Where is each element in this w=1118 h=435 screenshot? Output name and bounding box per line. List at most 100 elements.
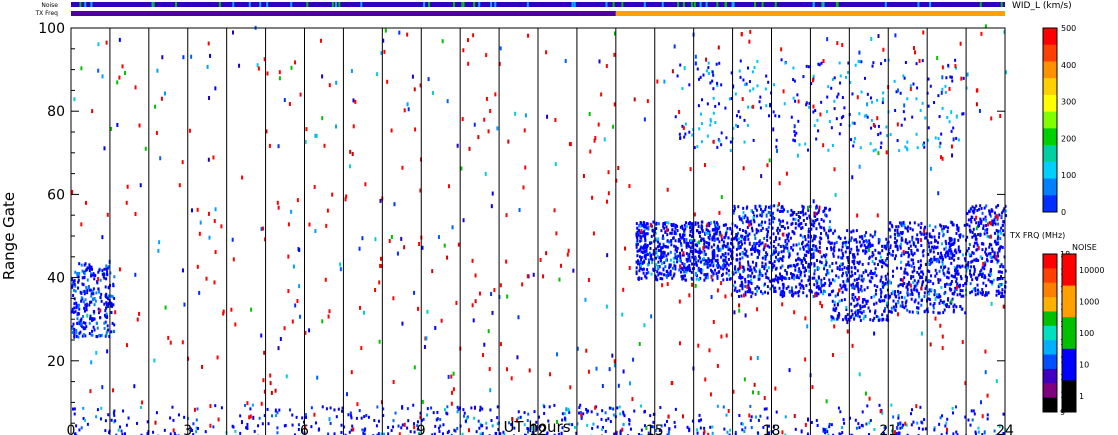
ground-scatter-cell [711,425,714,429]
ionospheric-cell [777,257,780,261]
scatter-point [277,205,280,210]
ionospheric-cell [755,264,758,268]
scatter-point [720,281,723,286]
ionospheric-cell [658,271,661,275]
noise-bar-tick [174,2,177,7]
ionospheric-cell [865,231,868,235]
ionospheric-cell [808,101,811,105]
ionospheric-cell [741,285,744,289]
ionospheric-cell [1001,294,1004,298]
ionospheric-cell [946,275,949,279]
scatter-point [80,222,83,227]
ionospheric-cell [71,278,74,282]
ionospheric-cell [93,297,96,301]
ground-scatter-cell [832,433,835,435]
ionospheric-cell [893,240,896,244]
ionospheric-cell [91,329,94,333]
ground-scatter-cell [578,406,581,410]
noise-bar-tick [699,2,702,7]
ionospheric-cell [642,267,645,271]
scatter-point [515,418,518,423]
ionospheric-cell [691,231,694,235]
y-tick-label: 80 [47,104,65,120]
ionospheric-cell [937,278,940,282]
ground-scatter-cell [462,408,465,412]
ionospheric-cell [106,324,109,328]
ionospheric-cell [797,223,800,227]
ionospheric-cell [810,234,813,238]
scatter-point [978,108,981,113]
scatter-point [894,33,897,38]
ionospheric-cell [804,266,807,270]
scatter-point [138,123,141,128]
ionospheric-cell [915,283,918,287]
noise-bar-tick [716,2,719,7]
ionospheric-cell [761,292,764,296]
scatter-point [621,427,624,432]
ionospheric-cell [642,247,645,251]
noise-bar-tick [929,2,932,7]
scatter-point [923,228,926,233]
scatter-point [984,349,987,354]
scatter-point [298,284,301,289]
ionospheric-cell [889,244,892,248]
scatter-point [349,164,352,169]
ionospheric-cell [851,273,854,277]
ionospheric-cell [896,228,899,232]
ionospheric-cell [823,228,826,232]
ground-scatter-cell [709,425,712,429]
ionospheric-cell [840,116,843,120]
ionospheric-cell [928,245,931,249]
ionospheric-cell [807,278,810,282]
ionospheric-cell [794,133,797,137]
ionospheric-cell [829,293,832,297]
scatter-point [785,171,788,176]
ionospheric-cell [699,112,702,116]
ionospheric-cell [669,269,672,273]
ionospheric-cell [655,239,658,243]
ionospheric-cell [927,297,930,301]
scatter-point [250,307,253,312]
ground-scatter-cell [766,416,769,420]
ionospheric-cell [666,239,669,243]
ionospheric-cell [696,229,699,233]
ionospheric-cell [953,266,956,270]
ionospheric-cell [688,255,691,259]
scatter-point [423,344,426,349]
scatter-point [757,390,760,395]
ionospheric-cell [856,269,859,273]
ionospheric-cell [906,288,909,292]
ionospheric-cell [696,241,699,245]
ionospheric-cell [650,241,653,245]
ionospheric-cell [975,259,978,263]
ground-scatter-cell [456,405,459,409]
ionospheric-cell [701,229,704,233]
noise-bar-tick [79,2,82,7]
ionospheric-cell [796,252,799,256]
ionospheric-cell [776,228,779,232]
scatter-point [383,49,386,54]
ionospheric-cell [937,94,940,98]
scatter-point [121,64,124,69]
ionospheric-cell [761,261,764,265]
ionospheric-cell [852,144,855,148]
ionospheric-cell [807,233,810,237]
ionospheric-cell [635,240,638,244]
ionospheric-cell [916,233,919,237]
scatter-point [989,234,992,239]
ionospheric-cell [850,266,853,270]
scatter-point [940,90,943,95]
ionospheric-cell [716,276,719,280]
ionospheric-cell [938,115,941,119]
ionospheric-cell [865,113,868,117]
ionospheric-cell [771,284,774,288]
scatter-point [607,191,610,196]
ground-scatter-cell [1002,431,1005,435]
ionospheric-cell [92,273,95,277]
scatter-point [231,237,234,242]
ionospheric-cell [639,239,642,243]
ground-scatter-cell [314,421,317,425]
ionospheric-cell [681,124,684,128]
ground-scatter-cell [220,406,223,410]
ionospheric-cell [763,255,766,259]
